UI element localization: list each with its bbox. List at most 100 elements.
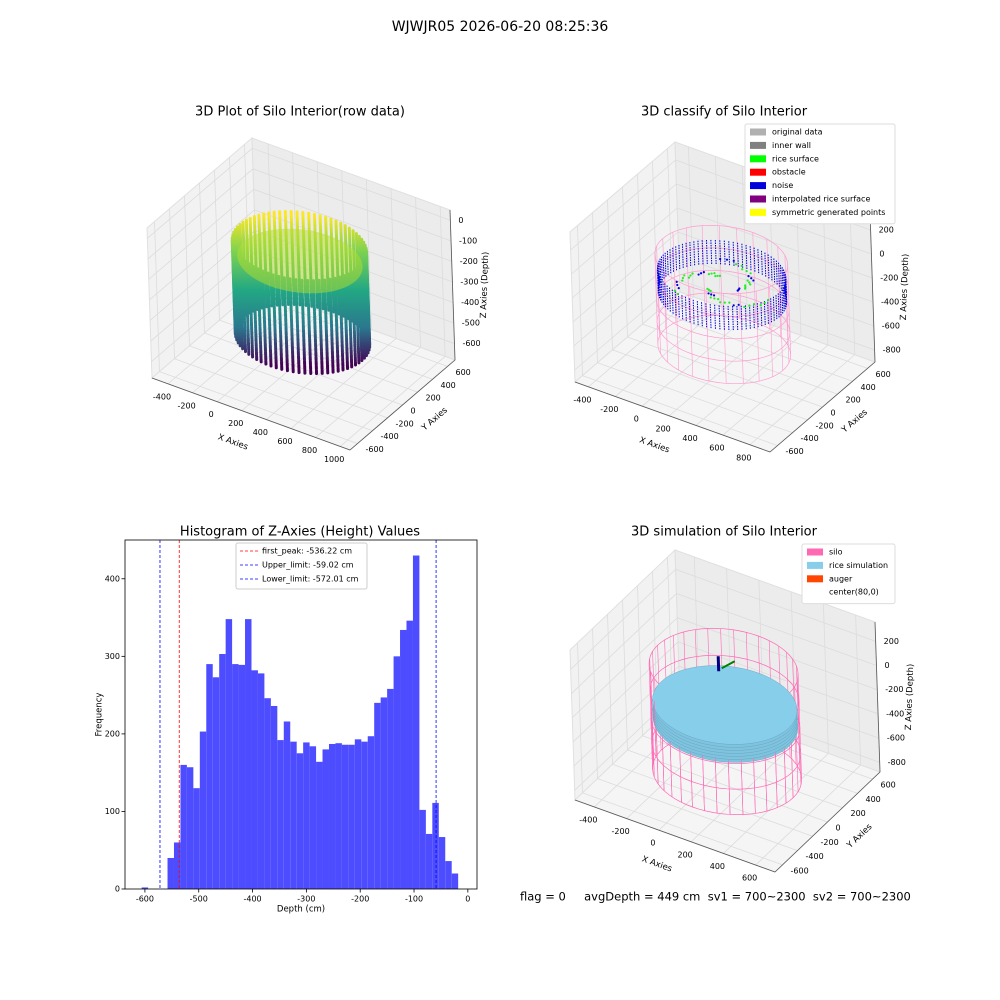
histogram-bar (180, 764, 187, 889)
noise-column (714, 239, 717, 265)
point-column (362, 240, 369, 337)
histogram-bar (361, 741, 368, 889)
x-tick-label: -400 (573, 395, 591, 404)
chart-title: 3D classify of Silo Interior (641, 105, 808, 120)
histogram-bar (309, 746, 317, 889)
noise-column (767, 254, 770, 279)
x-tick-label: -200 (178, 401, 196, 410)
noise-column (674, 291, 677, 316)
wire-column (679, 746, 682, 803)
legend-label: rice surface (772, 154, 819, 163)
grid-line (592, 212, 598, 363)
z-tick-label: -800 (888, 758, 906, 767)
legend-swatch (750, 155, 766, 163)
histogram-bar (328, 743, 336, 889)
point-column (256, 267, 263, 364)
surface-point (732, 304, 735, 307)
point-column (311, 279, 319, 376)
z-tick-label: -400 (886, 709, 904, 718)
point-column (233, 248, 240, 345)
wire-column (653, 700, 657, 757)
surface-point (717, 298, 720, 301)
noise-column (658, 260, 661, 285)
point-column (235, 251, 242, 348)
noise-column (664, 252, 667, 277)
legend-label: original data (772, 128, 823, 137)
grid-line (184, 195, 190, 346)
histogram-bar (354, 739, 362, 889)
chart-title: 3D simulation of Silo Interior (631, 525, 818, 540)
point-column (323, 278, 330, 375)
wire-column (675, 280, 679, 371)
surface-point (689, 274, 692, 277)
surface-point (734, 263, 738, 266)
chart-title: 3D Plot of Silo Interior(row data) (195, 105, 405, 120)
noise-column (761, 250, 763, 275)
x-axis-line (574, 799, 776, 873)
noise-column (757, 249, 760, 274)
point-column (261, 269, 268, 366)
surface-point (737, 303, 740, 306)
histogram-bar (219, 654, 226, 889)
grid-line (642, 323, 838, 395)
auger (716, 656, 721, 672)
histogram-bar (432, 802, 439, 889)
noise-column (763, 300, 766, 326)
histogram-bar (167, 857, 174, 889)
x-axis-label: X Axies (216, 432, 249, 452)
grid-line (822, 603, 829, 754)
noise-column (741, 243, 744, 268)
point-column (350, 270, 358, 367)
histogram-bar (374, 702, 381, 889)
surface-point (675, 280, 678, 283)
point-surface (237, 228, 363, 294)
noise-column (779, 291, 782, 316)
noise-column (689, 241, 692, 266)
y-axis-line (769, 361, 876, 453)
noise-column (660, 278, 663, 303)
grid-line (169, 208, 175, 359)
surface-point (710, 293, 713, 296)
grid-line (627, 749, 828, 823)
grid-line (612, 349, 808, 421)
z-tick-label: -200 (460, 257, 478, 266)
point-column (271, 273, 278, 370)
surface-point (677, 287, 680, 290)
histogram-bar (238, 664, 246, 889)
x-tick-label: 200 (655, 424, 670, 433)
noise-column (783, 269, 785, 294)
grid-line (174, 358, 373, 432)
grid-line (147, 168, 254, 260)
noise-column (749, 246, 752, 271)
noise-column (705, 303, 708, 328)
histogram-bar (412, 555, 420, 889)
noise-column (709, 304, 712, 329)
surface-point (676, 283, 679, 287)
histogram-bar (335, 743, 342, 889)
y-tick-label: -200 (816, 421, 834, 430)
noise-column (772, 296, 775, 321)
noise-column (666, 285, 669, 310)
noise-column (659, 276, 662, 301)
surface-point (676, 292, 679, 296)
legend-box (235, 542, 368, 590)
wire-column (797, 680, 802, 786)
histogram-bar (251, 670, 258, 889)
histogram-bar (283, 721, 291, 889)
noise-column (688, 298, 691, 323)
legend-label: center(80,0) (829, 588, 879, 597)
wire-column (651, 707, 654, 763)
surface-point (743, 305, 746, 309)
y-tick-label: -400 (381, 432, 399, 441)
x-tick-label: 0 (209, 410, 214, 419)
z-tick-label: -500 (462, 319, 480, 328)
grid-line (390, 188, 397, 339)
z-axis-line (874, 621, 881, 773)
legend-swatch (750, 195, 766, 203)
histogram-bar (451, 873, 459, 889)
x-tick-label: -200 (612, 827, 630, 836)
z-axis-line (869, 211, 876, 363)
z-tick-label: -600 (887, 734, 905, 743)
noise-column (681, 295, 684, 320)
z-tick-label: -800 (883, 346, 901, 355)
